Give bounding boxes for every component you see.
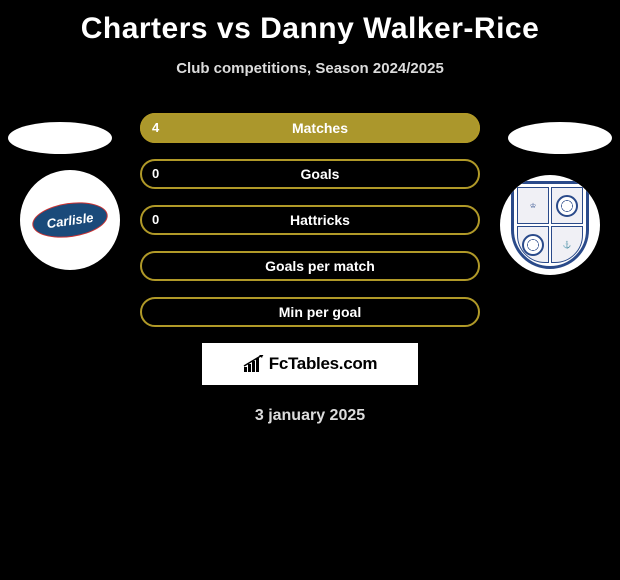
shield-icon: ♔ ⚓ <box>511 181 589 269</box>
stat-label: Goals per match <box>150 251 490 281</box>
footer-date: 3 january 2025 <box>0 407 620 425</box>
shield-quadrant <box>551 187 583 224</box>
club-badge-left: Carlisle <box>20 170 120 270</box>
shield-quadrant: ♔ <box>517 187 549 224</box>
shield-quadrant <box>517 226 549 263</box>
club-badge-left-text: Carlisle <box>30 198 110 242</box>
chart-up-icon <box>243 355 265 373</box>
stat-row-goals: 0 Goals <box>140 159 480 189</box>
stat-row-matches: 4 Matches <box>140 113 480 143</box>
page-subtitle: Club competitions, Season 2024/2025 <box>0 60 620 77</box>
brand-text: FcTables.com <box>269 354 378 374</box>
club-badge-right: ♔ ⚓ <box>500 175 600 275</box>
stat-label: Matches <box>150 113 490 143</box>
stat-row-min-per-goal: Min per goal <box>140 297 480 327</box>
stat-row-hattricks: 0 Hattricks <box>140 205 480 235</box>
stat-row-goals-per-match: Goals per match <box>140 251 480 281</box>
brand-box: FcTables.com <box>202 343 418 385</box>
stat-label: Hattricks <box>150 205 490 235</box>
stat-label: Min per goal <box>150 297 490 327</box>
stat-label: Goals <box>150 159 490 189</box>
shield-quadrant: ⚓ <box>551 226 583 263</box>
page-title: Charters vs Danny Walker-Rice <box>0 0 620 46</box>
